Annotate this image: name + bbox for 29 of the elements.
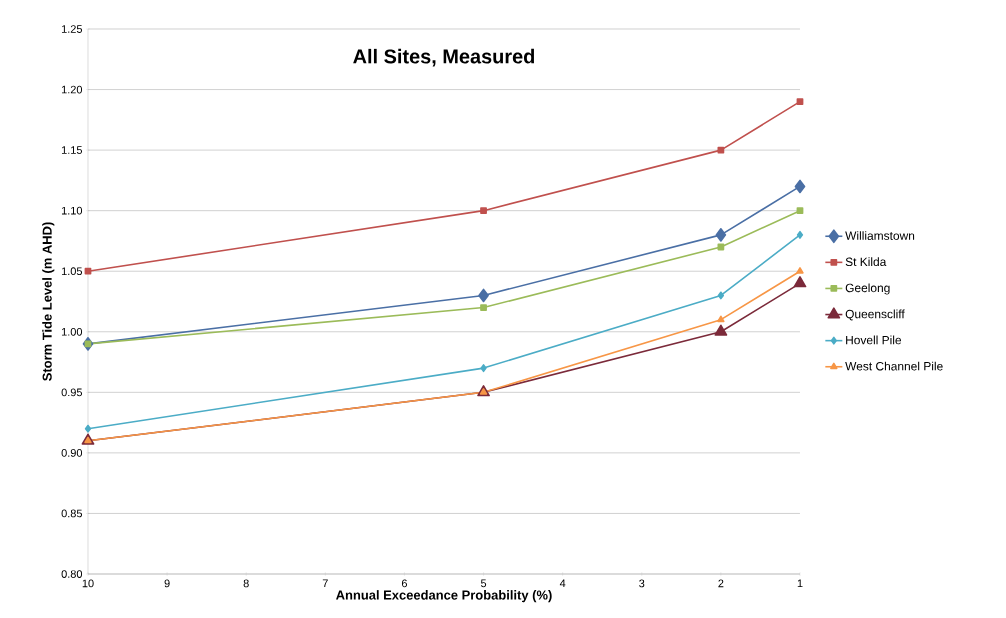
legend-label: Williamstown bbox=[845, 231, 915, 240]
x-tick-label: 8 bbox=[243, 579, 249, 588]
x-tick-label: 9 bbox=[164, 579, 170, 588]
y-tick-label: 0.90 bbox=[61, 449, 83, 457]
x-tick-label: 5 bbox=[480, 579, 487, 588]
x-tick-label: 6 bbox=[401, 579, 407, 588]
legend-label: Hovell Pile bbox=[846, 335, 902, 345]
x-tick-label: 1 bbox=[797, 579, 803, 588]
y-tick-label: 1.05 bbox=[61, 267, 83, 276]
legend-label: St Kilda bbox=[845, 257, 887, 267]
y-tick-label: 1.10 bbox=[61, 206, 83, 215]
x-tick-label: 7 bbox=[322, 579, 328, 588]
y-tick-label: 1.25 bbox=[61, 25, 83, 33]
y-axis-title: Storm Tide Level (m AHD) bbox=[42, 222, 55, 381]
y-tick-label: 0.95 bbox=[61, 388, 83, 397]
x-tick-label: 10 bbox=[82, 579, 94, 588]
legend-label: Queenscliff bbox=[845, 309, 905, 321]
legend-label: West Channel Pile bbox=[845, 361, 943, 371]
legend-label: Geelong bbox=[845, 283, 890, 295]
x-axis-title: Annual Exceedance Probability (%) bbox=[336, 590, 552, 603]
x-tick-label: 2 bbox=[718, 579, 724, 588]
x-tick-label: 4 bbox=[559, 579, 566, 588]
text: All Sites, Measured bbox=[353, 48, 535, 67]
x-tick-label: 3 bbox=[639, 579, 645, 588]
y-tick-label: 1.20 bbox=[61, 85, 83, 94]
y-tick-label: 0.80 bbox=[61, 570, 83, 578]
y-tick-label: 1.15 bbox=[61, 146, 83, 154]
y-tick-label: 1.00 bbox=[61, 327, 83, 336]
y-tick-label: 0.85 bbox=[61, 509, 83, 518]
